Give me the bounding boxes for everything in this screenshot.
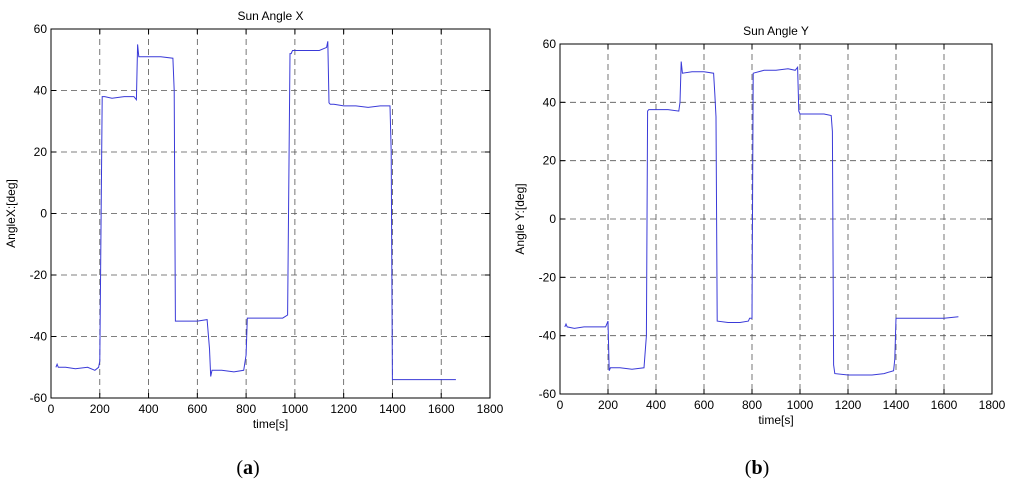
y-tick-label: -20 xyxy=(539,270,557,284)
y-tick-label: -20 xyxy=(30,268,48,282)
x-tick-label: 1200 xyxy=(330,402,357,416)
y-axis-label: Angle Y:[deg] xyxy=(513,183,527,254)
y-tick-label: 60 xyxy=(543,37,557,51)
x-tick-label: 1000 xyxy=(282,402,309,416)
y-tick-label: 20 xyxy=(543,154,557,168)
x-tick-label: 800 xyxy=(742,398,762,412)
y-tick-label: 60 xyxy=(34,22,48,36)
series-line xyxy=(564,61,959,376)
caption-open-paren: ( xyxy=(236,457,243,479)
x-tick-label: 400 xyxy=(646,398,666,412)
caption-close-paren: ) xyxy=(253,457,260,479)
x-tick-label: 1200 xyxy=(835,398,862,412)
caption-letter: b xyxy=(751,457,762,479)
x-tick-label: 0 xyxy=(557,398,564,412)
y-tick-label: 0 xyxy=(40,207,47,221)
y-tick-label: 0 xyxy=(549,212,556,226)
chart-title: Sun Angle X xyxy=(237,9,303,23)
x-tick-label: 400 xyxy=(139,402,159,416)
x-tick-label: 1000 xyxy=(787,398,814,412)
x-tick-label: 1600 xyxy=(428,402,455,416)
y-tick-label: 20 xyxy=(34,145,48,159)
caption-letter: a xyxy=(243,457,253,479)
x-tick-label: 1400 xyxy=(379,402,406,416)
y-tick-label: 40 xyxy=(543,95,557,109)
chart-title: Sun Angle Y xyxy=(743,24,809,38)
x-tick-label: 1400 xyxy=(883,398,910,412)
x-tick-label: 1800 xyxy=(979,398,1006,412)
panel-caption: (a) xyxy=(236,457,259,479)
y-tick-label: -40 xyxy=(30,330,48,344)
chart-sun-angle-y: 0 200 400 600 800 1000 1200 1400 1600 1800-60-40-… xyxy=(513,24,1006,479)
x-tick-label: 600 xyxy=(187,402,207,416)
x-axis-label: time[s] xyxy=(758,413,793,427)
caption-open-paren: ( xyxy=(745,457,752,479)
x-tick-label: 200 xyxy=(90,402,110,416)
x-tick-label: 200 xyxy=(598,398,618,412)
y-tick-label: 40 xyxy=(34,84,48,98)
x-tick-label: 800 xyxy=(236,402,256,416)
y-axis-label: AngleX:[deg] xyxy=(4,179,18,248)
x-tick-label: 0 xyxy=(48,402,55,416)
y-tick-label: -60 xyxy=(30,391,48,405)
y-tick-label: -40 xyxy=(539,329,557,343)
panel-caption: (b) xyxy=(745,457,769,479)
x-axis-label: time[s] xyxy=(253,417,288,431)
x-tick-label: 600 xyxy=(694,398,714,412)
x-tick-label: 1800 xyxy=(477,402,504,416)
series-line xyxy=(55,41,456,381)
chart-sun-angle-x: 0 200 400 600 800 1000 1200 1400 1600 1800-60-40-… xyxy=(4,9,504,479)
x-tick-label: 1600 xyxy=(931,398,958,412)
y-tick-label: -60 xyxy=(539,387,557,401)
caption-close-paren: ) xyxy=(763,457,770,479)
